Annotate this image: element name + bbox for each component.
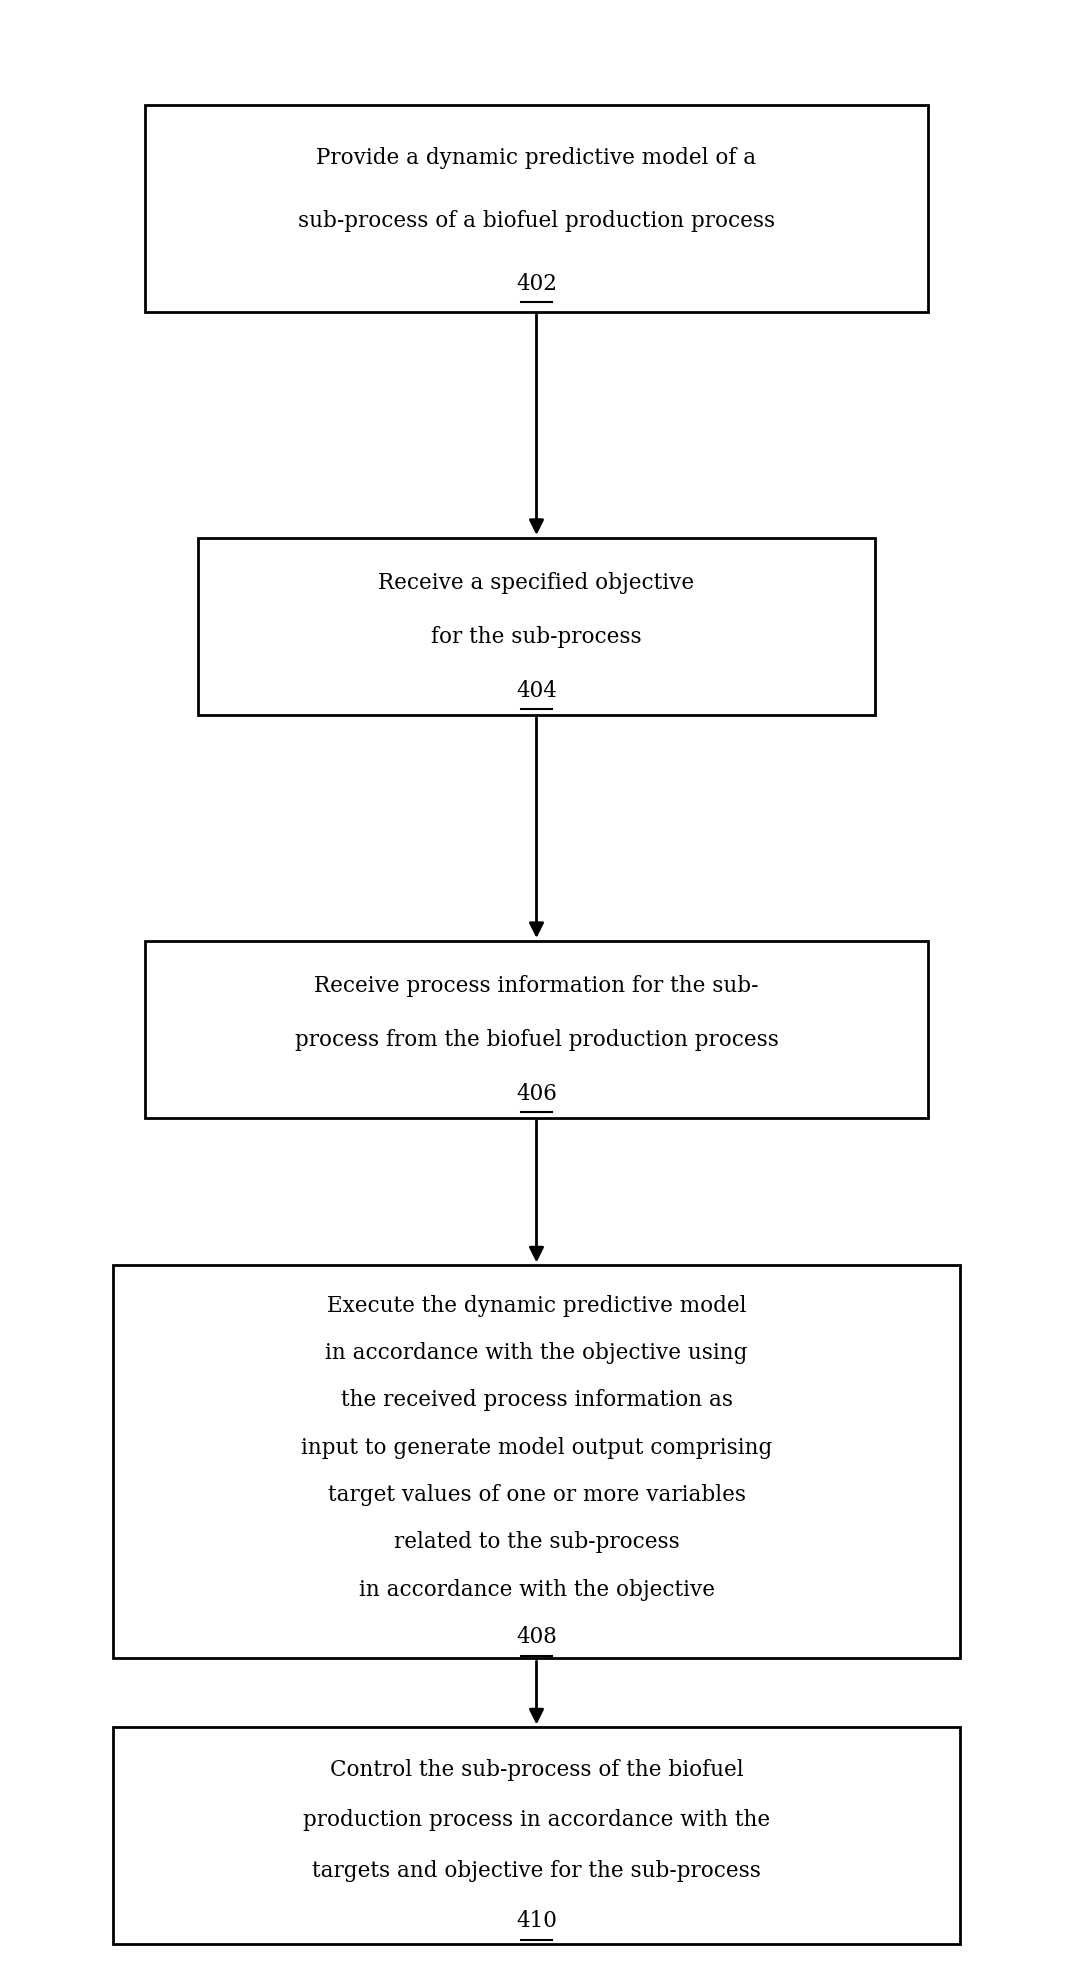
Text: the received process information as: the received process information as xyxy=(340,1390,733,1412)
Text: input to generate model output comprising: input to generate model output comprisin… xyxy=(300,1437,773,1459)
FancyBboxPatch shape xyxy=(197,539,876,715)
Text: Receive process information for the sub-: Receive process information for the sub- xyxy=(314,976,759,998)
Text: 402: 402 xyxy=(516,273,557,295)
FancyBboxPatch shape xyxy=(145,940,928,1119)
Text: 410: 410 xyxy=(516,1911,557,1932)
Text: related to the sub-process: related to the sub-process xyxy=(394,1531,679,1554)
Text: Control the sub-process of the biofuel: Control the sub-process of the biofuel xyxy=(329,1758,744,1782)
Text: Provide a dynamic predictive model of a: Provide a dynamic predictive model of a xyxy=(317,147,756,170)
Text: 408: 408 xyxy=(516,1626,557,1647)
Text: 404: 404 xyxy=(516,679,557,701)
Text: process from the biofuel production process: process from the biofuel production proc… xyxy=(295,1030,778,1051)
Text: for the sub-process: for the sub-process xyxy=(431,626,642,647)
Text: target values of one or more variables: target values of one or more variables xyxy=(327,1485,746,1507)
Text: Execute the dynamic predictive model: Execute the dynamic predictive model xyxy=(327,1295,746,1317)
FancyBboxPatch shape xyxy=(145,105,928,311)
FancyBboxPatch shape xyxy=(113,1727,960,1944)
Text: production process in accordance with the: production process in accordance with th… xyxy=(303,1810,770,1832)
Text: sub-process of a biofuel production process: sub-process of a biofuel production proc… xyxy=(298,210,775,232)
Text: in accordance with the objective using: in accordance with the objective using xyxy=(325,1342,748,1364)
Text: 406: 406 xyxy=(516,1083,557,1105)
FancyBboxPatch shape xyxy=(113,1265,960,1659)
Text: targets and objective for the sub-process: targets and objective for the sub-proces… xyxy=(312,1859,761,1881)
Text: Receive a specified objective: Receive a specified objective xyxy=(379,572,694,594)
Text: in accordance with the objective: in accordance with the objective xyxy=(358,1578,715,1600)
